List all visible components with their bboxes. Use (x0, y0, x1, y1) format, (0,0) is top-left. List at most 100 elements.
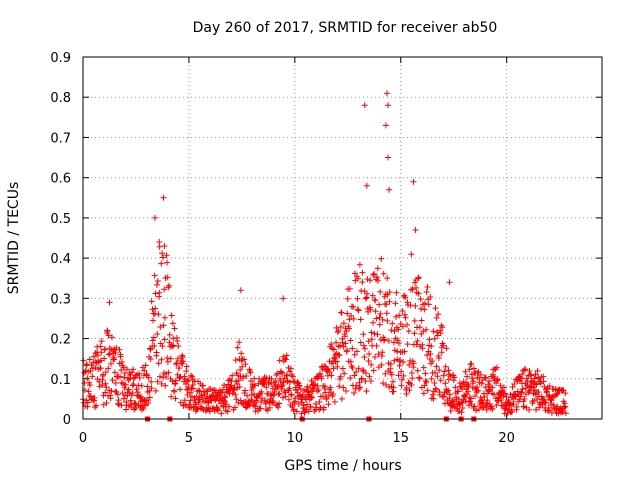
data-point (415, 274, 422, 281)
data-point (367, 378, 374, 385)
data-point (366, 373, 373, 380)
data-point (371, 270, 378, 277)
data-point (349, 364, 356, 371)
data-point (282, 356, 289, 363)
data-point (166, 331, 173, 338)
data-point (370, 319, 377, 326)
data-point (346, 285, 353, 292)
data-point (283, 372, 290, 379)
data-point (133, 386, 140, 393)
data-point (373, 315, 380, 322)
data-point (98, 349, 105, 356)
data-point (102, 389, 109, 396)
data-point (247, 369, 254, 376)
data-point (331, 398, 338, 405)
data-point (151, 272, 158, 279)
data-point (169, 320, 176, 327)
data-point (112, 349, 119, 356)
data-point (418, 305, 425, 312)
data-point (452, 384, 459, 391)
data-point (183, 381, 190, 388)
data-point (105, 365, 112, 372)
data-point (465, 383, 472, 390)
data-point (148, 378, 155, 385)
data-point (111, 369, 118, 376)
data-point (362, 378, 369, 385)
data-point (114, 391, 121, 398)
data-point (530, 384, 537, 391)
data-point (369, 292, 376, 299)
data-point (401, 311, 408, 318)
data-point (314, 382, 321, 389)
data-point (282, 393, 289, 400)
data-point (413, 341, 420, 348)
data-point (121, 384, 128, 391)
data-point (385, 337, 392, 344)
data-point (385, 154, 392, 161)
data-point (340, 320, 347, 327)
data-point (420, 328, 427, 335)
data-point (140, 405, 147, 412)
data-point (484, 397, 491, 404)
data-point (383, 381, 390, 388)
data-point (493, 364, 500, 371)
data-point (117, 353, 124, 360)
data-point (164, 354, 171, 361)
data-point (351, 351, 358, 358)
data-point (433, 386, 440, 393)
data-point (146, 394, 153, 401)
data-point (341, 370, 348, 377)
data-point (391, 357, 398, 364)
data-point (467, 398, 474, 405)
data-point (371, 330, 378, 337)
data-point (411, 317, 418, 324)
data-point (141, 367, 148, 374)
data-point (298, 410, 305, 417)
data-point (440, 393, 447, 400)
data-point (351, 390, 358, 397)
data-point (426, 336, 433, 343)
data-point (89, 373, 96, 380)
data-point (147, 356, 154, 363)
data-point (361, 345, 368, 352)
data-point (108, 388, 115, 395)
data-point (101, 346, 108, 353)
data-point (437, 330, 444, 337)
data-point (90, 353, 97, 360)
data-point (357, 316, 364, 323)
data-point (97, 357, 104, 364)
data-point (222, 394, 229, 401)
data-point (114, 400, 121, 407)
data-point (84, 399, 91, 406)
data-point (386, 298, 393, 305)
data-point (519, 371, 526, 378)
data-point (477, 401, 484, 408)
data-point (155, 311, 162, 318)
y-tick-label: 0.3 (50, 292, 71, 307)
data-point (263, 384, 270, 391)
plot-frame (82, 56, 603, 420)
data-point (213, 406, 220, 413)
data-point (445, 367, 452, 374)
data-point (283, 352, 290, 359)
data-point (280, 295, 287, 302)
data-point (394, 337, 401, 344)
data-point (393, 289, 400, 296)
data-point (293, 408, 300, 415)
data-point (322, 389, 329, 396)
data-point (374, 277, 381, 284)
data-point (156, 289, 163, 296)
data-point (398, 382, 405, 389)
data-point (234, 344, 241, 351)
data-point (117, 373, 124, 380)
data-point (339, 365, 346, 372)
data-point (262, 377, 269, 384)
data-point (376, 301, 383, 308)
data-point (522, 385, 529, 392)
data-point (360, 331, 367, 338)
data-point (336, 383, 343, 390)
data-point (145, 374, 152, 381)
data-point (280, 394, 287, 401)
data-point (358, 375, 365, 382)
data-point (163, 252, 170, 259)
